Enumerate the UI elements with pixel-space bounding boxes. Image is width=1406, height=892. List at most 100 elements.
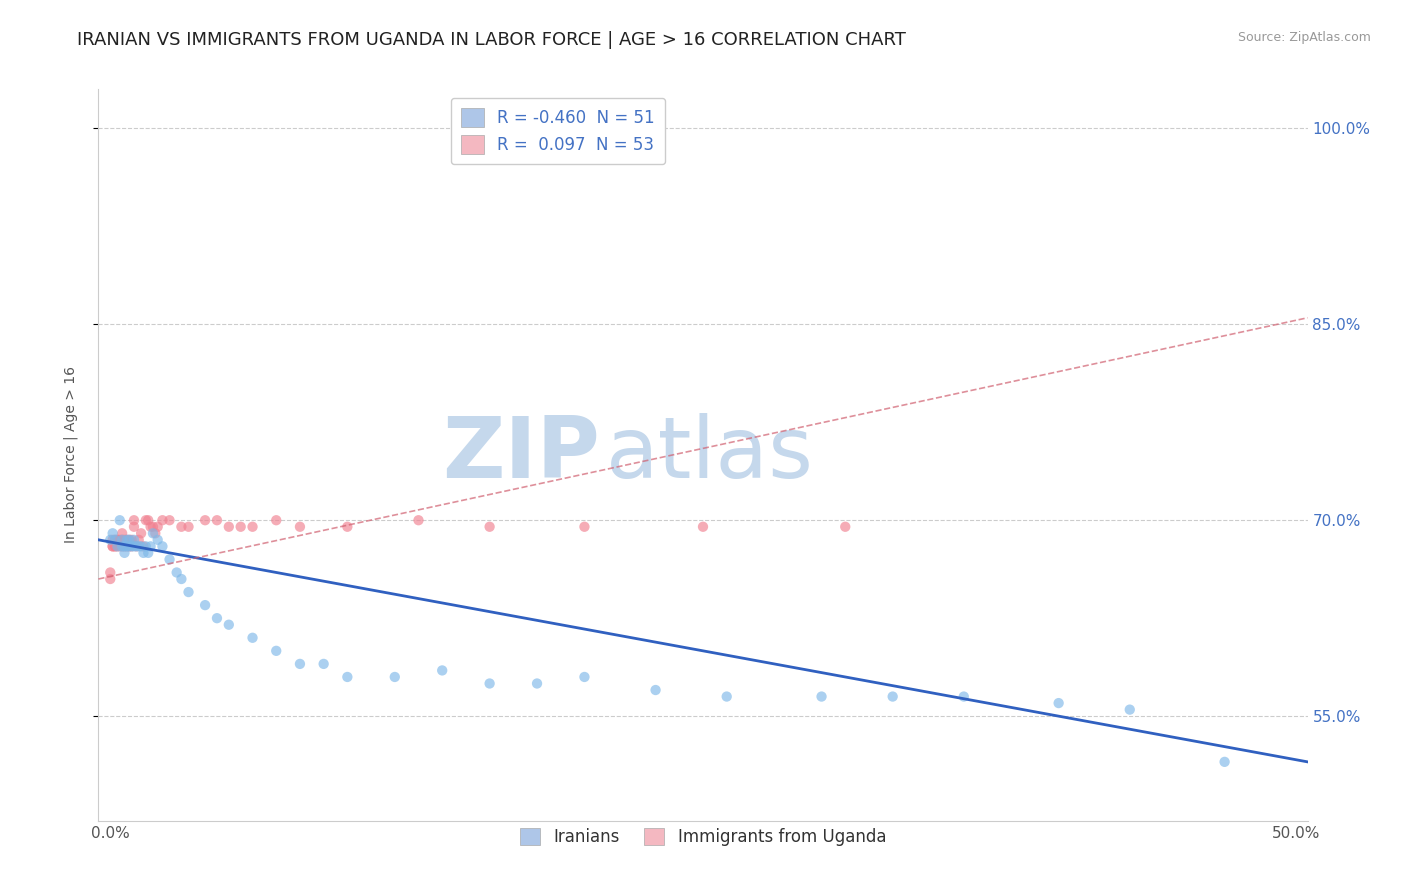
Point [146,520,169,534]
Point [132,546,155,560]
Point [288,657,311,671]
Point [1047,696,1070,710]
Point [104,533,127,547]
Point [152,513,174,527]
Point [139,539,162,553]
Point [122,533,145,547]
Point [834,520,856,534]
Point [242,520,264,534]
Point [177,520,200,534]
Point [478,520,501,534]
Point [108,533,131,547]
Point [384,670,406,684]
Point [121,533,143,547]
Point [142,526,165,541]
Point [105,539,128,553]
Point [104,533,127,547]
Point [136,513,159,527]
Point [408,513,430,527]
Point [336,520,359,534]
Legend: Iranians, Immigrants from Uganda: Iranians, Immigrants from Uganda [513,821,893,853]
Point [159,552,181,566]
Point [111,539,134,553]
Point [98,566,121,580]
Point [115,539,138,553]
Point [264,513,287,527]
Point [125,539,148,553]
Point [114,546,136,560]
Point [526,676,548,690]
Point [115,533,138,547]
Point [114,539,136,553]
Point [108,513,131,527]
Point [478,676,501,690]
Point [143,526,166,541]
Point [105,533,128,547]
Point [115,539,138,553]
Point [115,533,138,547]
Point [194,513,217,527]
Point [122,520,145,534]
Point [111,526,134,541]
Point [336,670,359,684]
Point [111,533,134,547]
Point [146,533,169,547]
Point [128,539,150,553]
Point [139,520,162,534]
Point [101,526,124,541]
Point [166,566,188,580]
Point [122,539,145,553]
Point [121,539,143,553]
Point [952,690,974,704]
Point [1213,755,1236,769]
Point [125,539,148,553]
Point [159,513,181,527]
Text: atlas: atlas [606,413,814,497]
Text: Source: ZipAtlas.com: Source: ZipAtlas.com [1237,31,1371,45]
Point [218,617,240,632]
Point [205,611,228,625]
Point [135,539,157,553]
Point [101,539,124,553]
Point [242,631,264,645]
Point [142,520,165,534]
Y-axis label: In Labor Force | Age > 16: In Labor Force | Age > 16 [63,367,77,543]
Point [152,539,174,553]
Point [810,690,832,704]
Point [98,572,121,586]
Text: IRANIAN VS IMMIGRANTS FROM UGANDA IN LABOR FORCE | AGE > 16 CORRELATION CHART: IRANIAN VS IMMIGRANTS FROM UGANDA IN LAB… [77,31,907,49]
Point [170,572,193,586]
Point [312,657,335,671]
Point [264,644,287,658]
Point [101,533,124,547]
Point [135,513,157,527]
Point [122,513,145,527]
Point [205,513,228,527]
Point [105,533,128,547]
Point [194,598,217,612]
Point [114,539,136,553]
Point [229,520,252,534]
Point [118,539,141,553]
Point [121,539,143,553]
Point [101,539,124,553]
Point [218,520,240,534]
Point [104,539,127,553]
Point [177,585,200,599]
Point [136,546,159,560]
Point [692,520,714,534]
Point [129,526,152,541]
Point [114,533,136,547]
Text: ZIP: ZIP [443,413,600,497]
Point [108,539,131,553]
Point [170,520,193,534]
Point [118,533,141,547]
Point [118,533,141,547]
Point [104,539,127,553]
Point [105,539,128,553]
Point [98,533,121,547]
Point [882,690,904,704]
Point [574,520,596,534]
Point [644,683,666,698]
Point [128,533,150,547]
